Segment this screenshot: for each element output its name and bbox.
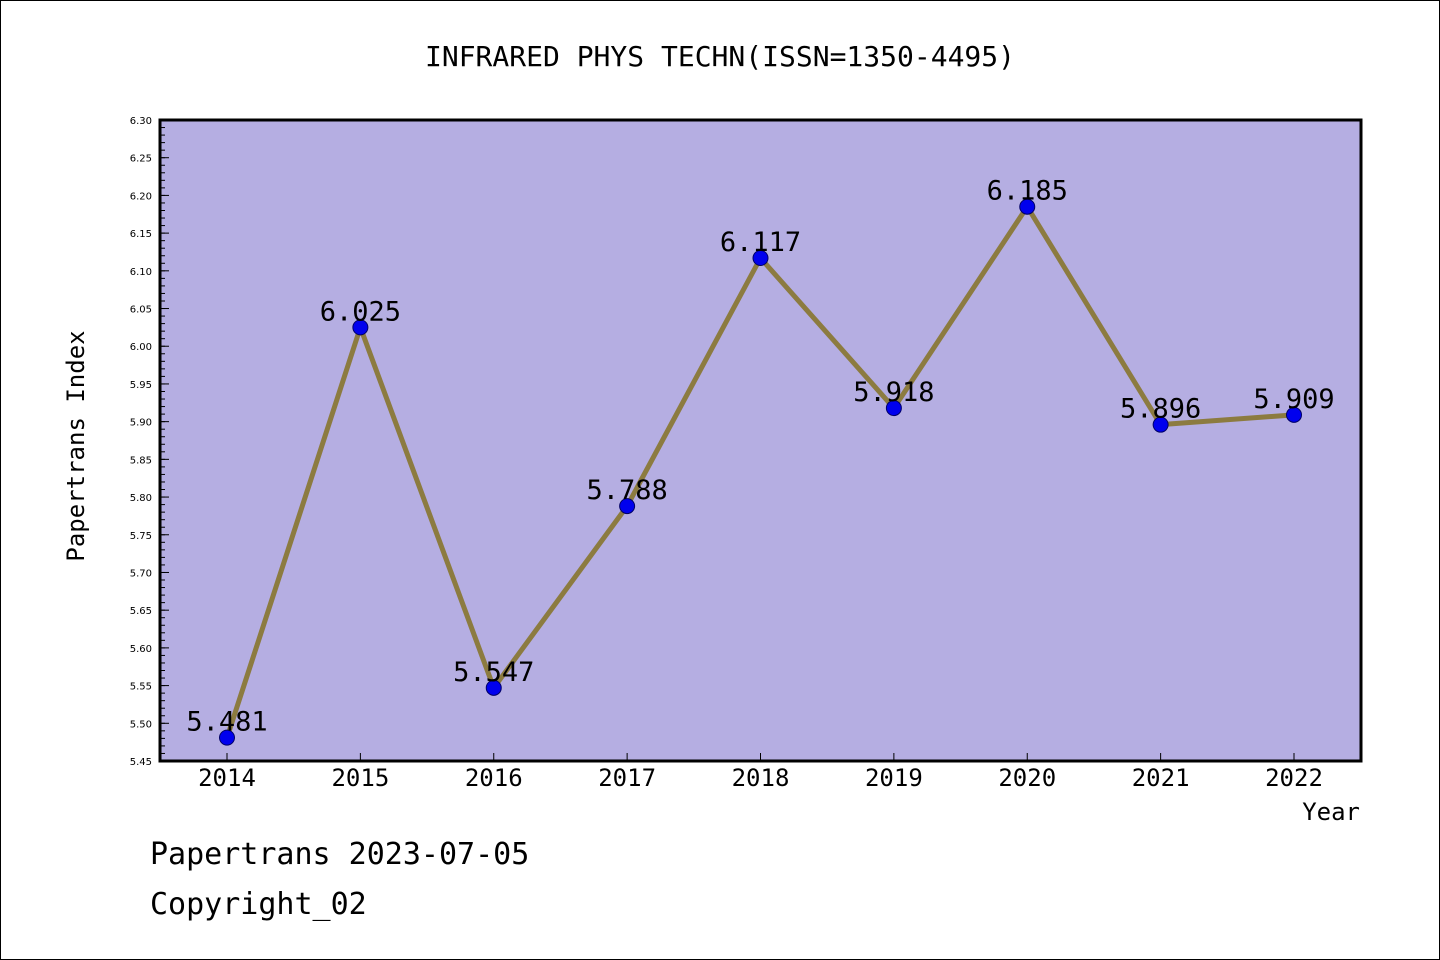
x-tick-label: 2016 <box>465 764 523 792</box>
y-axis-label: Papertrans Index <box>62 330 90 561</box>
data-point <box>485 679 502 696</box>
plot-border <box>158 118 1363 763</box>
y-tick-label: 5.65 <box>130 606 152 617</box>
y-tick-label: 5.70 <box>130 568 152 579</box>
data-label: 5.481 <box>186 707 267 738</box>
data-point <box>219 729 235 746</box>
data-label: 5.918 <box>853 377 934 408</box>
data-point <box>752 250 769 267</box>
chart-title: INFRARED PHYS TECHN(ISSN=1350-4495) <box>425 40 1015 73</box>
data-point <box>1286 406 1302 423</box>
x-tick-label: 2017 <box>598 764 656 792</box>
data-label: 5.896 <box>1120 394 1201 425</box>
y-tick-label: 5.60 <box>130 644 152 655</box>
y-tick-label: 5.55 <box>130 682 152 693</box>
y-tick-label: 5.90 <box>130 418 152 429</box>
y-tick-label: 5.85 <box>130 455 152 466</box>
data-labels: 5.481 6.025 5.547 5.788 6.117 5.918 6.185 5.896… <box>186 176 1334 738</box>
footer-copyright: Copyright_02 <box>150 887 367 922</box>
x-tick-label: 2018 <box>732 764 790 792</box>
x-axis-label: Year <box>1302 798 1360 826</box>
data-point <box>619 498 636 515</box>
data-point <box>352 319 369 336</box>
x-tick-label: 2022 <box>1265 764 1323 792</box>
x-tick-label: 2019 <box>865 764 923 792</box>
x-tick-label: 2021 <box>1132 764 1190 792</box>
y-tick-label: 6.20 <box>130 191 152 202</box>
y-tick-label: 6.15 <box>130 229 152 240</box>
y-tick-label: 5.45 <box>130 757 152 768</box>
data-point <box>1152 416 1169 433</box>
data-label: 5.909 <box>1253 384 1334 415</box>
y-tick-label: 5.75 <box>130 531 152 542</box>
x-axis-ticks: 2014 2015 2016 2017 2018 2019 2020 2021 2022 <box>198 753 1323 792</box>
y-tick-label: 6.30 <box>130 116 152 127</box>
data-label: 6.185 <box>987 176 1068 207</box>
x-tick-label: 2020 <box>998 764 1056 792</box>
data-label: 6.025 <box>320 296 401 327</box>
y-tick-label: 5.50 <box>130 719 152 730</box>
y-tick-label: 5.80 <box>130 493 152 504</box>
y-tick-label: 6.05 <box>130 305 152 316</box>
footer-date: Papertrans 2023-07-05 <box>150 837 529 872</box>
x-tick-label: 2014 <box>198 764 256 792</box>
y-tick-label: 6.10 <box>130 267 152 278</box>
data-label: 5.547 <box>453 657 534 688</box>
y-tick-label: 6.25 <box>130 154 152 165</box>
series-markers <box>219 198 1302 746</box>
plot-area <box>160 120 1361 761</box>
data-label: 6.117 <box>720 227 801 258</box>
data-label: 5.788 <box>586 475 667 506</box>
x-tick-label: 2015 <box>331 764 389 792</box>
data-point <box>1019 198 1036 215</box>
data-point <box>885 400 902 417</box>
y-tick-label: 5.95 <box>130 380 152 391</box>
y-tick-label: 6.00 <box>130 342 152 353</box>
